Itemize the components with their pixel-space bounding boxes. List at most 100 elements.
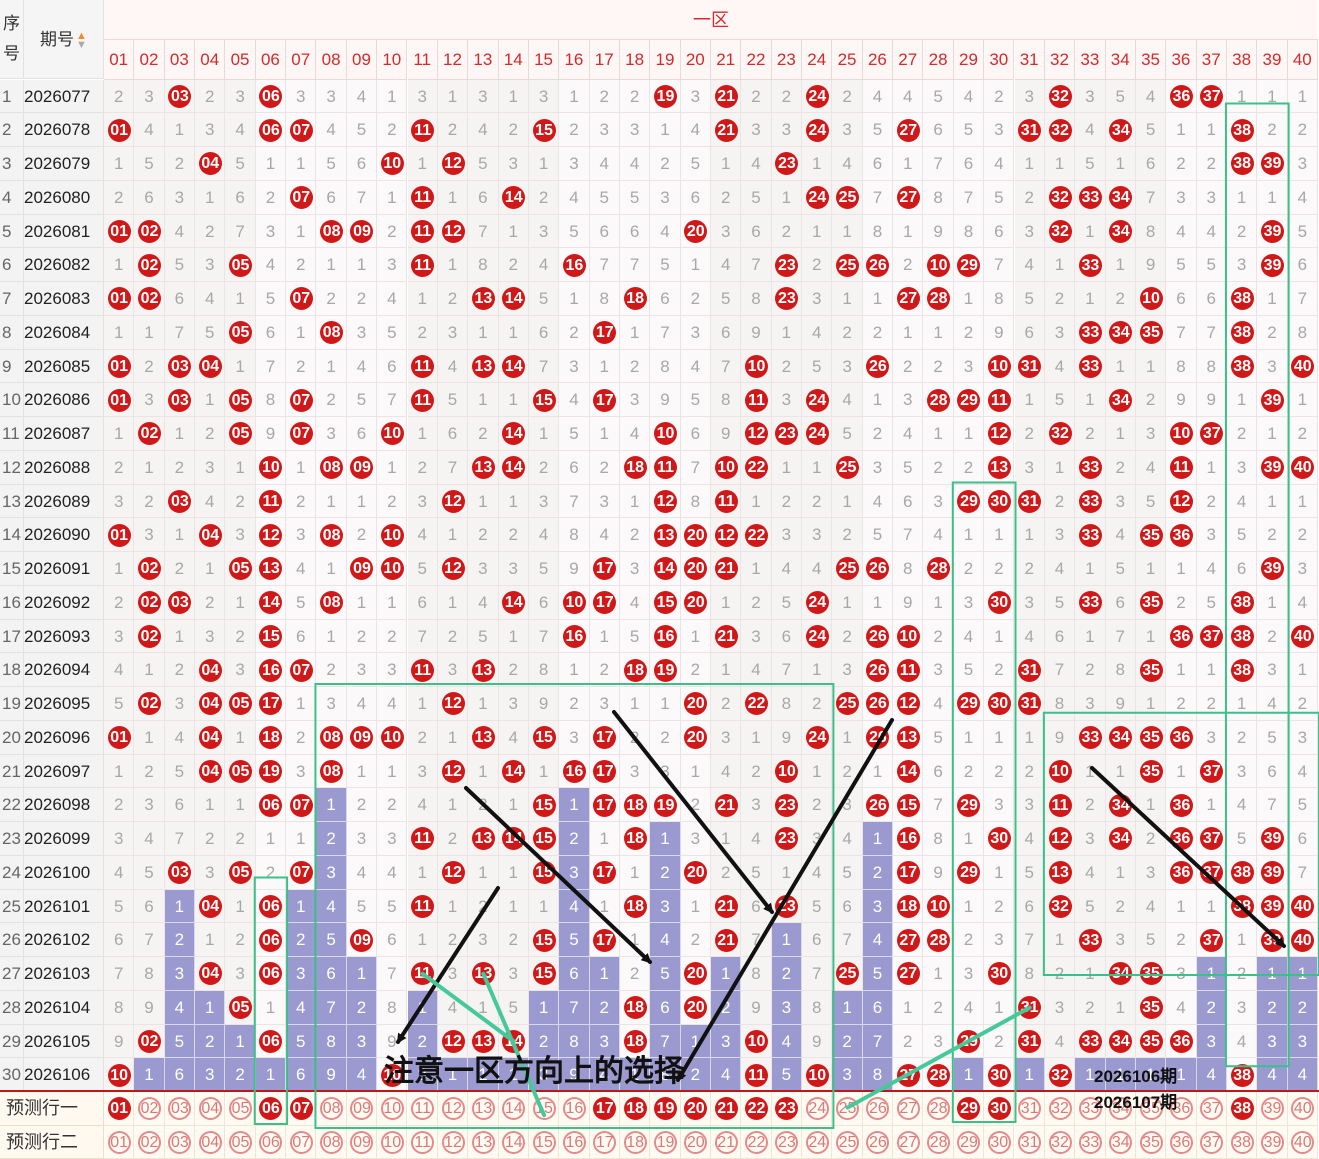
miss-cell: 3 (407, 79, 438, 114)
miss-cell: 1 (1044, 147, 1076, 181)
miss-cell: 1 (316, 248, 347, 282)
miss-cell: 3 (771, 518, 803, 552)
highlight-box-col06 (253, 876, 289, 1125)
drawn-number-ball: 15 (653, 591, 677, 615)
period-header[interactable]: 期号 ▲ ▼ (24, 0, 104, 79)
miss-cell: 1 (1287, 484, 1318, 519)
drawn-number-ball: 10 (745, 354, 769, 378)
miss-cell: 4 (1075, 113, 1106, 147)
miss-cell: 8 (255, 383, 287, 417)
drawn-number-ball: 35 (1139, 591, 1163, 615)
miss-cell: 1 (104, 417, 135, 451)
miss-cell: 3 (468, 79, 499, 114)
miss-cell: 2 (953, 552, 985, 586)
miss-cell: 2 (832, 79, 863, 114)
drawn-number-ball: 12 (653, 489, 677, 513)
drawn-number-ball: 13 (471, 658, 495, 682)
miss-cell: 6 (589, 214, 620, 249)
miss-cell: 6 (1226, 552, 1258, 586)
drawn-number-ball: 15 (259, 624, 283, 648)
miss-cell: 3 (164, 180, 196, 215)
row-index: 7 (0, 282, 24, 316)
miss-cell: 2 (832, 315, 863, 350)
miss-cell: 1 (1226, 687, 1258, 721)
miss-cell: 1 (528, 417, 560, 451)
miss-cell: 5 (1226, 518, 1258, 552)
drawn-number-ball: 11 (896, 658, 920, 682)
drawn-number-ball: 33 (1078, 253, 1102, 277)
miss-cell: 3 (195, 113, 226, 147)
miss-cell: 2 (1014, 417, 1045, 451)
column-header: 04 (195, 40, 226, 80)
miss-cell: 6 (1166, 282, 1197, 316)
drawn-number-ball: 38 (1230, 591, 1254, 615)
miss-cell: 6 (437, 417, 469, 451)
miss-cell: 5 (802, 349, 833, 384)
column-header: 26 (862, 40, 894, 80)
miss-cell: 1 (528, 147, 560, 181)
miss-cell: 2 (984, 653, 1015, 687)
miss-cell: 3 (1287, 552, 1318, 586)
miss-cell: 8 (923, 180, 954, 215)
drawn-number-ball: 31 (1018, 354, 1042, 378)
miss-cell: 3 (316, 687, 347, 721)
miss-cell: 1 (225, 585, 256, 620)
miss-cell: 2 (862, 315, 894, 350)
drawn-number-ball: 31 (1018, 118, 1042, 142)
miss-cell: 7 (437, 450, 469, 485)
trend-connector (845, 1005, 1032, 1110)
miss-cell: 1 (377, 585, 408, 620)
miss-cell: 1 (1075, 619, 1106, 654)
miss-cell: 7 (1105, 619, 1136, 654)
drawn-number-ball: 27 (896, 118, 920, 142)
miss-cell: 1 (589, 619, 620, 654)
miss-cell: 1 (680, 619, 711, 654)
miss-cell: 3 (316, 79, 347, 114)
miss-cell: 3 (862, 450, 894, 485)
drawn-number-ball: 14 (502, 186, 526, 210)
drawn-number-ball: 29 (957, 253, 981, 277)
miss-cell: 1 (802, 450, 833, 485)
sort-arrows-icon[interactable]: ▲ ▼ (76, 29, 87, 51)
miss-cell: 2 (559, 113, 590, 147)
trend-arrow (464, 786, 652, 964)
drawn-number-ball: 22 (745, 456, 769, 480)
miss-cell: 3 (286, 79, 317, 114)
miss-cell: 2 (498, 248, 529, 282)
miss-cell: 1 (832, 282, 863, 316)
miss-cell: 1 (498, 619, 529, 654)
drawn-number-ball: 05 (229, 422, 253, 446)
drawn-number-ball: 17 (593, 557, 617, 581)
drawn-number-ball: 10 (1169, 422, 1193, 446)
miss-cell: 1 (953, 518, 985, 552)
miss-cell: 4 (984, 147, 1015, 181)
miss-cell: 7 (164, 315, 196, 350)
miss-cell: 5 (316, 147, 347, 181)
miss-cell: 6 (1105, 585, 1136, 620)
miss-cell: 3 (802, 518, 833, 552)
drawn-number-ball: 34 (1109, 321, 1133, 345)
miss-cell: 2 (802, 248, 833, 282)
period-header-label: 期号 (40, 30, 75, 49)
column-header: 33 (1075, 40, 1106, 80)
drawn-number-ball: 16 (653, 624, 677, 648)
drawn-number-ball: 17 (593, 591, 617, 615)
drawn-number-ball: 11 (259, 489, 283, 513)
row-period: 2026086 (24, 383, 104, 417)
miss-cell: 1 (893, 214, 924, 249)
miss-cell: 2 (346, 619, 378, 654)
drawn-number-ball: 38 (1230, 287, 1254, 311)
miss-cell: 1 (164, 417, 196, 451)
miss-cell: 1 (1014, 383, 1045, 417)
miss-cell: 5 (528, 282, 560, 316)
miss-cell: 3 (468, 552, 499, 586)
drawn-number-ball: 32 (1048, 118, 1072, 142)
miss-cell: 3 (104, 619, 135, 654)
drawn-number-ball: 01 (107, 523, 131, 547)
drawn-number-ball: 12 (441, 692, 465, 716)
miss-cell: 3 (741, 113, 772, 147)
drawn-number-ball: 38 (1230, 321, 1254, 345)
miss-cell: 5 (286, 585, 317, 620)
miss-cell: 1 (1196, 113, 1227, 147)
drawn-number-ball: 24 (805, 118, 829, 142)
